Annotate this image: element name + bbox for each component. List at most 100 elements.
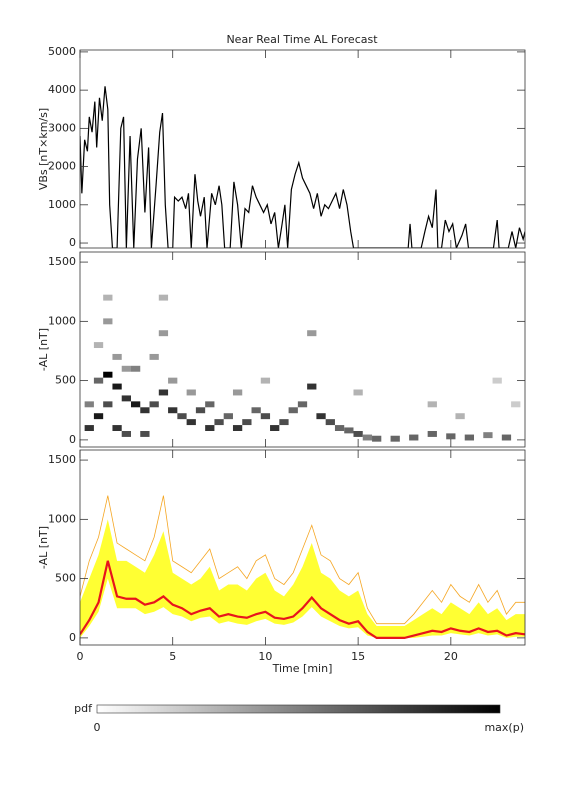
colorbar-max: max(p) xyxy=(484,721,524,734)
pdf-cell xyxy=(344,427,354,434)
pdf-cell xyxy=(307,383,317,390)
y-tick-label: 4000 xyxy=(48,83,76,96)
plot-frame xyxy=(79,251,526,448)
pdf-cell xyxy=(492,377,502,384)
y-tick-label: 5000 xyxy=(48,45,76,58)
pdf-cell xyxy=(186,419,196,426)
pdf-cell xyxy=(121,365,131,372)
pdf-cell xyxy=(177,413,187,420)
pdf-cell xyxy=(103,371,113,378)
pdf-cell xyxy=(409,434,419,441)
y-tick-label: 0 xyxy=(69,631,76,644)
pdf-cell xyxy=(270,425,280,431)
pdf-cell xyxy=(112,383,122,390)
pdf-cell xyxy=(455,413,465,420)
pdf-cell xyxy=(316,413,326,420)
pdf-cell xyxy=(121,430,131,437)
pdf-cell xyxy=(168,377,178,384)
pdf-cell xyxy=(260,413,271,420)
colorbar-min: 0 xyxy=(94,721,101,734)
pdf-cell xyxy=(205,401,215,408)
x-tick-label: 20 xyxy=(444,650,458,663)
y-tick-label: 1000 xyxy=(48,198,76,211)
y-tick-label: 2000 xyxy=(48,160,76,173)
pdf-cell xyxy=(149,353,159,360)
plot-area xyxy=(84,294,521,442)
pdf-cell xyxy=(242,419,252,426)
y-tick-label: 1500 xyxy=(48,453,76,466)
pdf-cell xyxy=(84,401,94,408)
pdf-cell xyxy=(353,389,363,396)
y-tick-label: 3000 xyxy=(48,121,76,134)
pdf-cell xyxy=(93,377,104,384)
max-line xyxy=(80,495,525,625)
pdf-cell xyxy=(353,430,363,437)
pdf-cell xyxy=(334,425,345,431)
pdf-cell xyxy=(121,395,131,402)
median-line xyxy=(80,560,525,639)
pdf-cell xyxy=(501,434,512,441)
pdf-cell xyxy=(158,294,169,301)
y-tick-label: 1500 xyxy=(48,255,76,268)
colorbar xyxy=(96,704,501,714)
x-tick-label: 10 xyxy=(258,650,272,663)
y-tick-label: 500 xyxy=(55,374,76,387)
pdf-cell xyxy=(149,401,159,408)
pdf-cell xyxy=(372,435,382,442)
pdf-cell xyxy=(362,434,373,441)
pdf-cell xyxy=(168,407,178,414)
pdf-cell xyxy=(158,330,169,337)
plot-frame xyxy=(79,49,526,249)
pdf-cell xyxy=(297,401,308,408)
pdf-cell xyxy=(260,377,271,384)
pdf-cell xyxy=(214,419,224,426)
colorbar-label: pdf xyxy=(74,702,93,715)
pdf-cell xyxy=(483,432,493,439)
pdf-cell xyxy=(427,401,437,408)
pdf-cell xyxy=(186,389,196,396)
pdf-cell xyxy=(232,425,243,431)
y-axis-label: -AL [nT] xyxy=(37,328,50,371)
data-line xyxy=(80,86,525,248)
y-tick-label: 1000 xyxy=(48,512,76,525)
x-tick-label: 15 xyxy=(351,650,365,663)
pdf-cell xyxy=(103,318,113,325)
pdf-cell xyxy=(307,330,317,337)
pdf-cell xyxy=(112,353,122,360)
y-axis-label: -AL [nT] xyxy=(37,526,50,569)
pdf-cell xyxy=(130,365,141,372)
chart-title: Near Real Time AL Forecast xyxy=(226,33,378,46)
pdf-cell xyxy=(93,342,104,349)
y-tick-label: 0 xyxy=(69,236,76,249)
pdf-cell xyxy=(251,407,261,414)
pdf-cell xyxy=(390,435,400,442)
pdf-cell xyxy=(103,401,113,408)
y-tick-label: 1000 xyxy=(48,314,76,327)
pdf-cell xyxy=(130,401,141,408)
pdf-cell xyxy=(279,419,289,426)
pdf-cell xyxy=(427,430,437,437)
pdf-cell xyxy=(158,389,169,396)
plot-frame xyxy=(79,449,526,646)
pdf-cell xyxy=(464,434,475,441)
pdf-cell xyxy=(140,430,150,437)
pdf-cell xyxy=(223,413,233,420)
pdf-cell xyxy=(140,407,150,414)
x-axis-label: Time [min] xyxy=(272,662,333,675)
pdf-cell xyxy=(93,413,104,420)
pdf-cell xyxy=(232,389,243,396)
plot-area xyxy=(80,86,525,248)
pdf-cell xyxy=(205,425,215,431)
pdf-cell xyxy=(325,419,335,426)
pdf-cell xyxy=(112,425,122,431)
plot-area xyxy=(80,495,525,639)
y-tick-label: 500 xyxy=(55,572,76,585)
x-tick-label: 0 xyxy=(77,650,84,663)
y-axis-label: VBs [nT×km/s] xyxy=(37,108,50,190)
pdf-cell xyxy=(195,407,206,414)
pdf-cell xyxy=(84,425,94,431)
quantile-band xyxy=(80,519,525,638)
y-tick-label: 0 xyxy=(69,433,76,446)
pdf-cell xyxy=(288,407,298,414)
